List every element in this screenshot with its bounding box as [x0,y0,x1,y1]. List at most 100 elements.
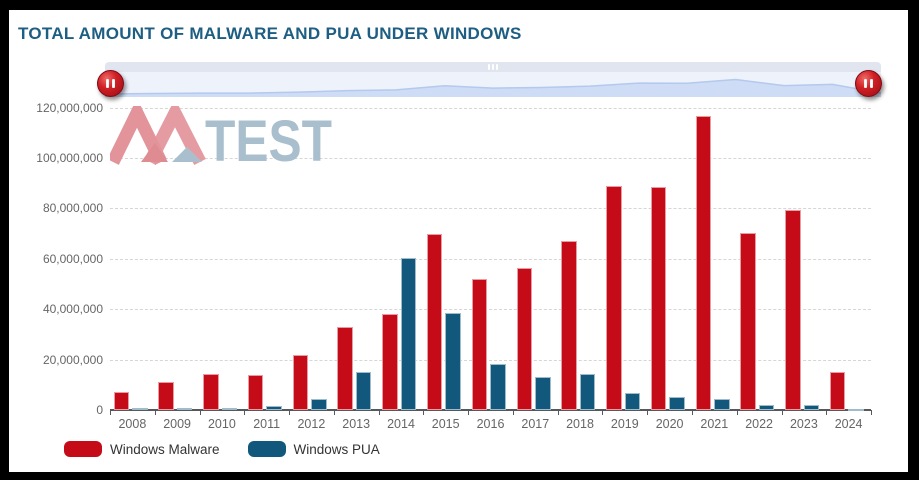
bar-windows-pua-2020[interactable] [669,397,685,410]
bar-windows-pua-2023[interactable] [803,404,820,410]
bar-windows-pua-2010[interactable] [221,408,238,410]
bar-windows-pua-2011[interactable] [266,406,282,410]
bar-windows-malware-2009[interactable] [158,382,174,410]
bar-windows-pua-2008[interactable] [132,408,148,411]
navigator-handle-right[interactable] [855,70,882,97]
x-axis-tick [468,410,470,415]
pause-icon [112,79,115,88]
x-axis-tick [647,410,649,415]
avtest-logo-text: TEST [205,109,332,166]
x-axis-tick [378,410,380,415]
bar-windows-pua-2014[interactable] [400,257,417,410]
x-axis-label-2015: 2015 [431,417,460,431]
navigator-handle-left[interactable] [97,70,124,97]
bar-windows-pua-2017[interactable] [535,377,551,410]
bar-windows-malware-2021[interactable] [695,116,711,410]
y-gridline [110,309,871,311]
bar-windows-malware-2012[interactable] [292,355,309,410]
x-axis-label-2013: 2013 [342,417,371,431]
y-gridline [110,107,871,109]
pause-icon [864,79,867,88]
navigator-preview[interactable] [105,72,881,97]
bar-windows-malware-2018[interactable] [561,241,577,410]
legend-label: Windows PUA [293,441,380,457]
x-axis-tick [826,410,828,415]
x-axis-tick [154,410,156,415]
y-axis-label: 100,000,000 [36,150,103,165]
bar-windows-pua-2024[interactable] [848,408,864,411]
x-axis-label-2022: 2022 [745,417,773,431]
x-axis-tick [512,410,514,415]
bar-windows-pua-2019[interactable] [624,393,640,410]
x-axis-label-2017: 2017 [521,417,550,431]
y-axis-label: 120,000,000 [36,100,103,115]
y-gridline [110,208,871,210]
y-axis-label: 0 [96,403,103,417]
x-axis-tick [199,410,201,415]
bar-windows-malware-2016[interactable] [471,278,488,410]
x-axis-label-2021: 2021 [700,417,729,431]
bar-windows-malware-2024[interactable] [829,372,846,410]
x-axis-tick [781,410,783,415]
x-axis-tick [602,410,604,415]
bar-windows-malware-2008[interactable] [113,391,130,410]
bar-windows-malware-2017[interactable] [516,267,532,410]
x-axis-tick [691,410,693,415]
x-axis-label-2009: 2009 [163,417,191,431]
x-axis-tick [423,410,425,415]
bar-windows-pua-2018[interactable] [579,374,596,410]
legend-item-windows-malware[interactable]: Windows Malware [64,441,220,457]
x-axis-tick [557,410,559,415]
y-axis-label: 60,000,000 [42,251,103,266]
x-axis-line [110,409,871,411]
x-axis-label-2018: 2018 [566,417,594,431]
x-axis-label-2023: 2023 [789,417,818,431]
legend-label: Windows Malware [110,441,220,457]
bar-windows-malware-2022[interactable] [740,232,756,410]
x-axis-label-2012: 2012 [297,417,326,431]
x-axis-tick [736,410,738,415]
x-axis-label-2024: 2024 [834,417,863,431]
x-axis-label-2011: 2011 [253,417,281,431]
drag-grip-icon[interactable] [488,64,498,70]
bar-windows-malware-2020[interactable] [650,186,667,410]
pua-color-swatch [247,441,286,457]
x-axis-tick [333,410,335,415]
range-navigator[interactable] [105,62,881,97]
x-axis-tick [871,410,872,415]
x-axis-label-2016: 2016 [476,417,505,431]
bar-windows-malware-2011[interactable] [247,374,264,410]
bar-windows-pua-2021[interactable] [714,398,730,410]
bar-windows-pua-2009[interactable] [176,408,193,411]
legend-item-windows-pua[interactable]: Windows PUA [247,441,380,457]
bar-windows-pua-2016[interactable] [490,363,506,410]
y-gridline [110,359,871,361]
x-axis-label-2008: 2008 [118,417,147,431]
bar-windows-malware-2013[interactable] [337,326,353,410]
bar-windows-pua-2022[interactable] [758,405,775,410]
bar-windows-pua-2012[interactable] [311,399,327,410]
bar-windows-malware-2014[interactable] [382,314,398,410]
legend: Windows Malware Windows PUA [64,441,408,457]
y-axis-label: 20,000,000 [42,352,103,367]
x-axis-tick [289,410,291,415]
bar-windows-malware-2019[interactable] [606,185,622,410]
bar-windows-pua-2015[interactable] [445,312,461,410]
y-axis-label: 80,000,000 [42,201,103,216]
x-axis-tick [110,410,111,415]
x-axis-label-2014: 2014 [387,417,415,431]
x-axis-label-2019: 2019 [610,417,639,431]
bar-windows-pua-2013[interactable] [355,372,372,410]
bar-windows-malware-2010[interactable] [203,374,219,410]
navigator-area-chart [105,78,881,97]
navigator-scrollbar[interactable] [105,62,881,72]
chart-title: TOTAL AMOUNT OF MALWARE AND PUA UNDER WI… [18,24,522,43]
x-axis-label-2010: 2010 [207,417,236,431]
pause-icon [870,79,873,88]
x-axis-label-2020: 2020 [655,417,684,431]
y-gridline [110,157,871,159]
bar-windows-malware-2023[interactable] [785,209,801,410]
avtest-logo-watermark: TEST [110,106,332,166]
bar-windows-malware-2015[interactable] [426,233,443,410]
